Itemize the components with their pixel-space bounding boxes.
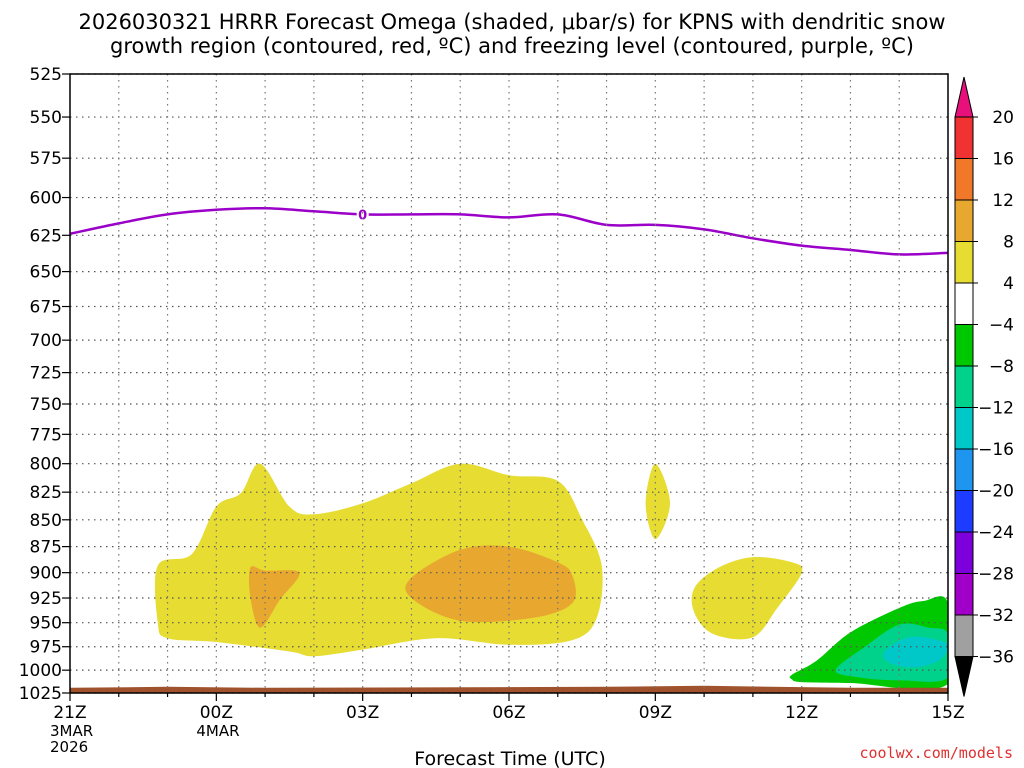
colorbar-label-3: 8	[1003, 233, 1014, 253]
colorbar-segment-9	[954, 490, 974, 533]
y-tick-label-15: 900	[30, 564, 62, 584]
chart-title-line1: 2026030321 HRRR Forecast Omega (shaded, …	[78, 10, 945, 34]
freezing-level-label-bg	[356, 205, 369, 224]
colorbar-label-4: 4	[1003, 274, 1014, 294]
colorbar-label-6: −8	[989, 357, 1014, 377]
colorbar-segment-0	[954, 116, 974, 159]
colorbar-top-arrow	[954, 76, 974, 118]
y-tick-label-19: 1000	[19, 661, 62, 681]
x-tick-label-2: 03Z	[346, 703, 379, 723]
y-tick-label-5: 650	[30, 263, 62, 283]
y-tick-label-0: 525	[30, 65, 62, 85]
y-tick-label-14: 875	[30, 538, 62, 558]
colorbar-segment-4	[954, 282, 974, 325]
x-tick-sublabel-1-0: 4MAR	[196, 722, 239, 740]
omega-region-1	[248, 565, 300, 628]
colorbar-label-1: 16	[992, 150, 1014, 170]
x-tick-label-3: 06Z	[492, 703, 525, 723]
y-tick-label-1: 550	[30, 108, 62, 128]
y-tick-label-13: 850	[30, 511, 62, 531]
y-tick-label-17: 950	[30, 614, 62, 634]
colorbar-segment-12	[954, 614, 974, 657]
colorbar-bottom-arrow	[954, 656, 974, 697]
x-tick-label-0: 21Z	[53, 703, 86, 723]
colorbar-segment-8	[954, 448, 974, 491]
colorbar-label-0: 20	[992, 108, 1014, 128]
colorbar-segment-1	[954, 158, 974, 201]
y-tick-label-18: 975	[30, 638, 62, 658]
colorbar-label-2: 12	[992, 191, 1014, 211]
y-tick-label-10: 775	[30, 425, 62, 445]
x-tick-label-6: 15Z	[931, 703, 964, 723]
plot-area: 0	[70, 205, 948, 693]
x-tick-sublabel-0-0: 3MAR	[50, 722, 93, 740]
omega-region-4	[691, 556, 803, 640]
colorbar-segment-7	[954, 407, 974, 450]
y-tick-label-11: 800	[30, 455, 62, 475]
colorbar-label-13: −36	[978, 648, 1014, 668]
y-tick-label-2: 575	[30, 149, 62, 169]
colorbar-label-7: −12	[978, 399, 1014, 419]
colorbar-label-5: −4	[989, 316, 1014, 336]
y-tick-label-7: 700	[30, 331, 62, 351]
freezing-level-label: 0	[358, 208, 367, 223]
x-tick-label-1: 00Z	[200, 703, 233, 723]
colorbar-label-12: −32	[978, 606, 1014, 626]
omega-region-2	[405, 545, 576, 623]
omega-region-3	[645, 463, 670, 540]
colorbar-label-9: −20	[978, 482, 1014, 502]
freezing-level-line	[70, 206, 948, 256]
x-tick-label-4: 09Z	[639, 703, 672, 723]
y-tick-label-3: 600	[30, 189, 62, 209]
y-tick-label-12: 825	[30, 483, 62, 503]
colorbar-segment-2	[954, 199, 974, 242]
y-tick-label-9: 750	[30, 395, 62, 415]
colorbar-label-11: −28	[978, 565, 1014, 585]
x-tick-sublabel-0-1: 2026	[50, 738, 88, 756]
colorbar-label-10: −24	[978, 523, 1014, 543]
colorbar-segment-5	[954, 324, 974, 367]
grid-lines	[69, 73, 949, 694]
surface-terrain	[70, 685, 948, 693]
colorbar-segment-11	[954, 573, 974, 616]
colorbar: 20 16 12 8 4 −4 −8 −12 −16 −20 −24 −28 −32 −36	[954, 76, 1014, 697]
x-axis-label: Forecast Time (UTC)	[414, 748, 605, 768]
y-tick-label-20: 1025	[19, 684, 62, 704]
chart-title-line2: growth region (contoured, red, ºC) and f…	[110, 34, 914, 58]
y-tick-label-4: 625	[30, 226, 62, 246]
credit-text: coolwx.com/models	[859, 744, 1013, 762]
colorbar-segment-10	[954, 531, 974, 574]
y-tick-label-8: 725	[30, 364, 62, 384]
y-tick-label-6: 675	[30, 298, 62, 318]
x-tick-label-5: 12Z	[785, 703, 818, 723]
colorbar-segment-3	[954, 241, 974, 284]
y-axis-ticks: 525 550 575 600 625 650 675 700 725 750 775 800 825 8…	[19, 65, 70, 704]
y-tick-label-16: 925	[30, 589, 62, 609]
colorbar-label-8: −16	[978, 440, 1014, 460]
colorbar-segment-6	[954, 365, 974, 408]
